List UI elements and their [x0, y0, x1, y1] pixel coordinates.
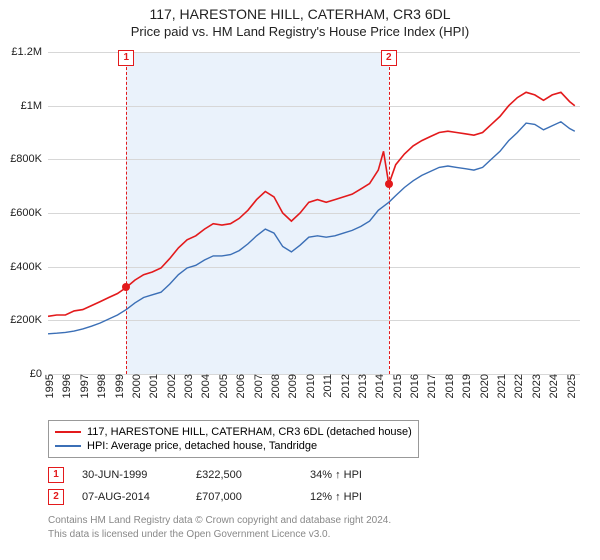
legend-swatch	[55, 431, 81, 433]
event-delta: 12% ↑ HPI	[310, 491, 406, 503]
legend-swatch	[55, 445, 81, 447]
event-dot	[122, 283, 130, 291]
legend-row: 117, HARESTONE HILL, CATERHAM, CR3 6DL (…	[55, 425, 412, 439]
y-tick-label: £800K	[10, 153, 42, 165]
chart-title: 117, HARESTONE HILL, CATERHAM, CR3 6DL	[0, 0, 600, 22]
x-tick-label: 2002	[166, 374, 178, 398]
x-tick-label: 2011	[322, 374, 334, 398]
legend-label: 117, HARESTONE HILL, CATERHAM, CR3 6DL (…	[87, 426, 412, 438]
y-tick-label: £200K	[10, 314, 42, 326]
x-tick-label: 2017	[426, 374, 438, 398]
event-dot	[385, 180, 393, 188]
x-tick-label: 1995	[44, 374, 56, 398]
x-tick-label: 2003	[183, 374, 195, 398]
event-price: £707,000	[196, 491, 292, 503]
x-tick-label: 2012	[340, 374, 352, 398]
x-tick-label: 2008	[270, 374, 282, 398]
event-row: 1 30-JUN-1999 £322,500 34% ↑ HPI	[48, 464, 406, 486]
x-tick-label: 2007	[253, 374, 265, 398]
event-date: 30-JUN-1999	[82, 469, 178, 481]
y-tick-label: £0	[30, 368, 42, 380]
x-tick-label: 2014	[374, 374, 386, 398]
event-marker: 1	[118, 50, 134, 66]
legend-row: HPI: Average price, detached house, Tand…	[55, 439, 412, 453]
x-tick-label: 2025	[566, 374, 578, 398]
footnote: Contains HM Land Registry data © Crown c…	[48, 514, 391, 541]
event-row: 2 07-AUG-2014 £707,000 12% ↑ HPI	[48, 486, 406, 508]
y-tick-label: £400K	[10, 261, 42, 273]
footnote-line2: This data is licensed under the Open Gov…	[48, 528, 391, 542]
x-tick-label: 2013	[357, 374, 369, 398]
x-tick-label: 2005	[218, 374, 230, 398]
footnote-line1: Contains HM Land Registry data © Crown c…	[48, 514, 391, 528]
event-number-box: 2	[48, 489, 64, 505]
legend: 117, HARESTONE HILL, CATERHAM, CR3 6DL (…	[48, 420, 419, 458]
chart-subtitle: Price paid vs. HM Land Registry's House …	[0, 22, 600, 43]
chart-lines	[48, 52, 580, 374]
x-tick-label: 2018	[444, 374, 456, 398]
x-tick-label: 2022	[513, 374, 525, 398]
x-tick-label: 1996	[61, 374, 73, 398]
x-tick-label: 2001	[148, 374, 160, 398]
y-tick-label: £600K	[10, 207, 42, 219]
event-number-box: 1	[48, 467, 64, 483]
x-tick-label: 1999	[114, 374, 126, 398]
x-tick-label: 2015	[392, 374, 404, 398]
x-tick-label: 2019	[461, 374, 473, 398]
x-tick-label: 2009	[287, 374, 299, 398]
x-tick-label: 1997	[79, 374, 91, 398]
event-marker: 2	[381, 50, 397, 66]
y-tick-label: £1M	[21, 100, 42, 112]
x-tick-label: 2020	[479, 374, 491, 398]
event-delta: 34% ↑ HPI	[310, 469, 406, 481]
x-tick-label: 2021	[496, 374, 508, 398]
x-tick-label: 1998	[96, 374, 108, 398]
x-tick-label: 2023	[531, 374, 543, 398]
event-date: 07-AUG-2014	[82, 491, 178, 503]
x-tick-label: 2010	[305, 374, 317, 398]
x-tick-label: 2006	[235, 374, 247, 398]
x-tick-label: 2024	[548, 374, 560, 398]
x-tick-label: 2004	[200, 374, 212, 398]
y-tick-label: £1.2M	[11, 46, 42, 58]
event-price: £322,500	[196, 469, 292, 481]
chart-area: £0£200K£400K£600K£800K£1M£1.2M1995199619…	[48, 52, 580, 374]
events-table: 1 30-JUN-1999 £322,500 34% ↑ HPI 2 07-AUG-201…	[48, 464, 406, 508]
legend-label: HPI: Average price, detached house, Tand…	[87, 440, 317, 452]
x-tick-label: 2000	[131, 374, 143, 398]
series-hpi	[48, 122, 575, 334]
x-tick-label: 2016	[409, 374, 421, 398]
